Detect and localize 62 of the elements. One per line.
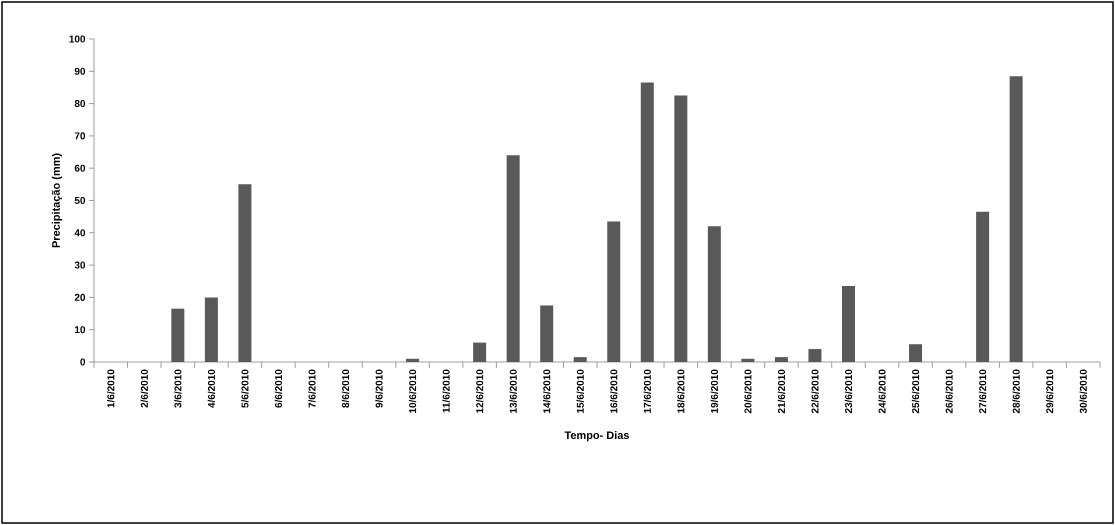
x-tick-label: 17/6/2010 <box>643 369 651 413</box>
x-axis-title: Tempo- Dias <box>564 431 630 442</box>
y-tick-label: 40 <box>74 229 86 237</box>
y-tick-label: 80 <box>74 100 86 108</box>
y-tick-label: 60 <box>74 164 86 172</box>
y-tick-label: 30 <box>74 261 86 269</box>
x-tick-label: 10/6/2010 <box>408 369 417 413</box>
y-tick-label: 10 <box>75 326 86 334</box>
y-tick-label: 20 <box>74 293 86 301</box>
x-tick-label: 2/6/2010 <box>140 369 149 408</box>
y-tick-label: 50 <box>74 196 86 205</box>
x-tick-label: 21/6/2010 <box>777 369 786 414</box>
x-tick-label: 20/6/2010 <box>744 369 752 414</box>
bar <box>506 155 520 362</box>
x-tick-label: 3/6/2010 <box>174 369 182 408</box>
x-tick-label: 8/6/2010 <box>341 369 350 408</box>
bar <box>573 357 587 362</box>
bar <box>707 226 721 362</box>
bar <box>171 308 185 362</box>
x-tick-label: 29/6/2010 <box>1045 369 1054 414</box>
bar <box>473 342 487 362</box>
x-tick-label: 16/6/2010 <box>610 369 618 413</box>
x-tick-label: 9/6/2010 <box>375 369 383 408</box>
y-tick-label: 90 <box>74 67 86 75</box>
bar <box>640 82 654 362</box>
y-tick-label: 100 <box>69 35 86 43</box>
x-tick-label: 5/6/2010 <box>241 369 249 408</box>
bar <box>808 349 822 362</box>
bar <box>909 344 923 362</box>
x-tick-label: 26/6/2010 <box>945 369 953 414</box>
x-tick-label: 12/6/2010 <box>475 369 484 413</box>
bar <box>976 211 990 362</box>
bar <box>204 297 218 362</box>
x-tick-label: 24/6/2010 <box>878 369 886 414</box>
x-tick-label: 7/6/2010 <box>308 369 316 408</box>
x-tick-label: 15/6/2010 <box>576 369 584 413</box>
x-tick-label: 19/6/2010 <box>710 369 719 413</box>
y-axis-title: Precipitação (mm) <box>51 153 63 248</box>
x-tick-label: 28/6/2010 <box>1012 369 1020 414</box>
bar <box>741 358 755 362</box>
bar <box>406 358 420 362</box>
bar <box>774 357 788 362</box>
x-tick-label: 13/6/2010 <box>509 369 517 413</box>
x-tick-label: 11/6/2010 <box>442 369 450 413</box>
bar <box>607 221 621 362</box>
bar <box>1009 76 1023 362</box>
x-tick-label: 25/6/2010 <box>911 369 920 414</box>
x-tick-label: 22/6/2010 <box>811 369 819 414</box>
x-tick-label: 1/6/2010 <box>107 369 115 408</box>
y-tick-label: 70 <box>74 132 86 140</box>
x-tick-label: 27/6/2010 <box>978 369 987 414</box>
bar <box>540 305 554 362</box>
bar <box>841 286 855 362</box>
bar <box>674 95 688 362</box>
x-tick-label: 14/6/2010 <box>542 369 551 413</box>
bar <box>238 184 252 362</box>
x-tick-label: 6/6/2010 <box>274 369 283 408</box>
x-tick-label: 4/6/2010 <box>207 369 216 408</box>
x-tick-label: 30/6/2010 <box>1079 369 1087 414</box>
y-tick-label: 0 <box>80 358 86 366</box>
x-tick-label: 23/6/2010 <box>844 369 853 414</box>
x-tick-label: 18/6/2010 <box>677 369 685 413</box>
